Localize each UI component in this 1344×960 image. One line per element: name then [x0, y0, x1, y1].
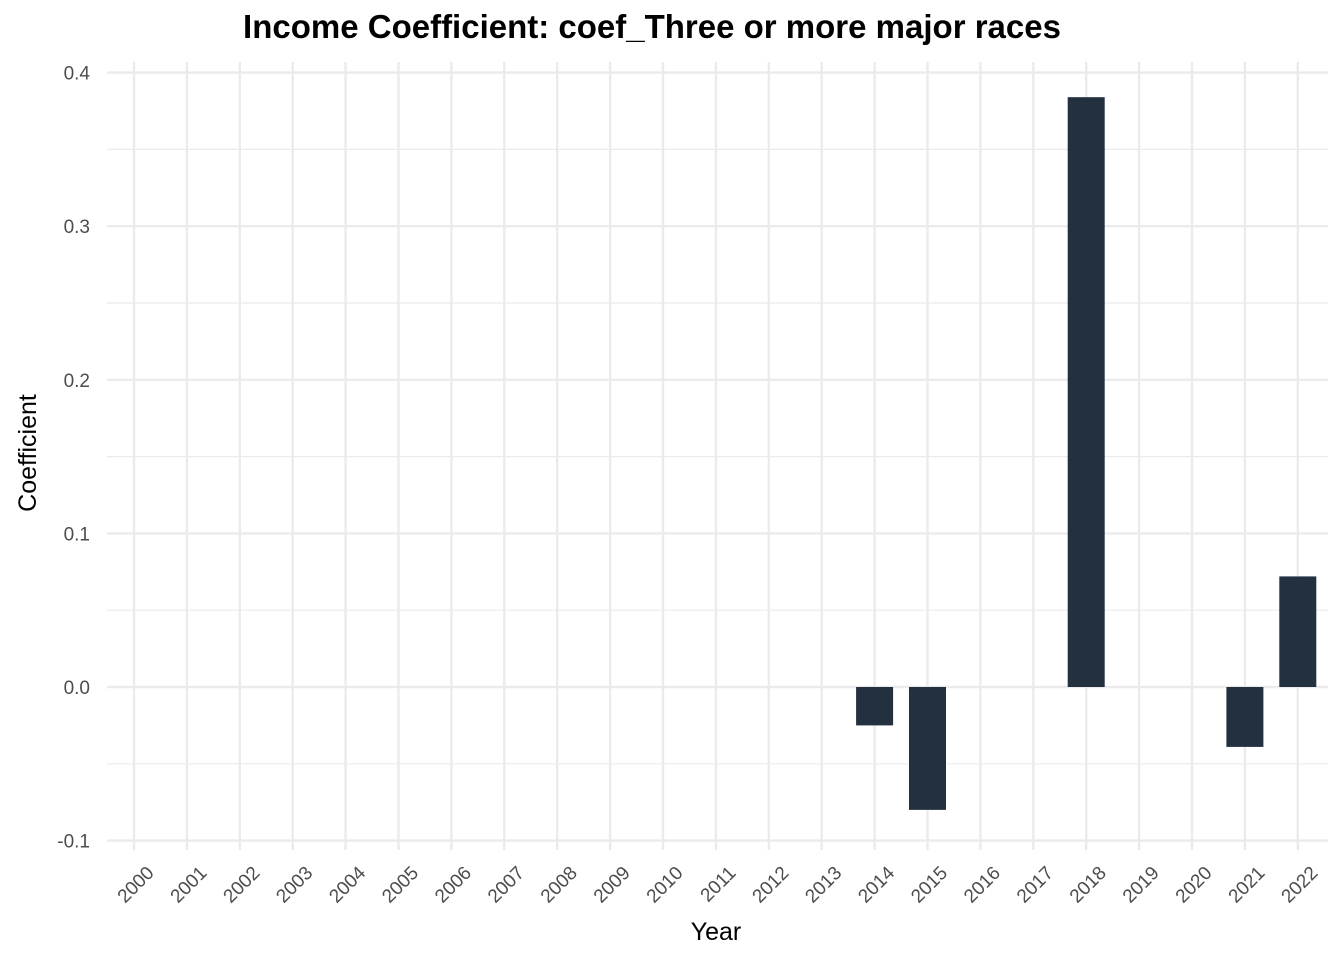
- x-tick-label: 2008: [537, 863, 582, 908]
- x-tick-label: 2013: [801, 863, 846, 908]
- bar-2018: [1067, 97, 1105, 687]
- x-axis-title: Year: [691, 918, 742, 946]
- x-tick-label: 2001: [167, 863, 212, 908]
- y-axis-title: Coefficient: [14, 394, 42, 512]
- x-tick-label: 2018: [1066, 863, 1111, 908]
- x-tick-label: 2015: [907, 863, 952, 908]
- x-tick-label: 2016: [960, 863, 1005, 908]
- x-tick-label: 2014: [854, 862, 899, 907]
- x-tick-label: 2019: [1119, 863, 1164, 908]
- bar-2021: [1226, 687, 1264, 747]
- x-tick-label: 2022: [1278, 863, 1323, 908]
- y-tick-labels: -0.1 0.0 0.1 0.2 0.3 0.4: [57, 64, 90, 853]
- y-tick-label: -0.1: [57, 832, 90, 853]
- bar-2014: [856, 687, 894, 726]
- x-tick-label: 2020: [1172, 863, 1217, 908]
- x-tick-label: 2017: [1013, 863, 1058, 908]
- x-tick-label: 2012: [749, 863, 794, 908]
- x-tick-label: 2005: [378, 863, 423, 908]
- x-tick-label: 2011: [697, 863, 741, 907]
- x-tick-label: 2004: [325, 862, 370, 907]
- x-tick-labels: 2000 2001 2002 2003 2004 2005 2006 2007 2008 2009…: [114, 862, 1323, 907]
- y-tick-label: 0.4: [64, 64, 91, 85]
- bar-2022: [1279, 576, 1317, 687]
- y-tick-label: 0.1: [64, 524, 90, 545]
- bars: [856, 97, 1317, 810]
- chart-title: Income Coefficient: coef_Three or more m…: [243, 8, 1061, 45]
- y-tick-label: 0.2: [64, 371, 90, 392]
- y-tick-label: 0.3: [64, 217, 90, 238]
- y-tick-label: 0.0: [64, 678, 90, 699]
- x-tick-label: 2007: [484, 863, 529, 908]
- x-tick-label: 2003: [272, 863, 317, 908]
- grid-lines: [107, 62, 1328, 850]
- x-tick-label: 2006: [431, 863, 476, 908]
- x-tick-label: 2002: [220, 863, 265, 908]
- x-tick-label: 2009: [590, 863, 635, 908]
- x-tick-label: 2010: [643, 863, 688, 908]
- x-tick-label: 2000: [114, 863, 159, 908]
- x-tick-label: 2021: [1225, 863, 1270, 908]
- bar-2015: [909, 687, 946, 810]
